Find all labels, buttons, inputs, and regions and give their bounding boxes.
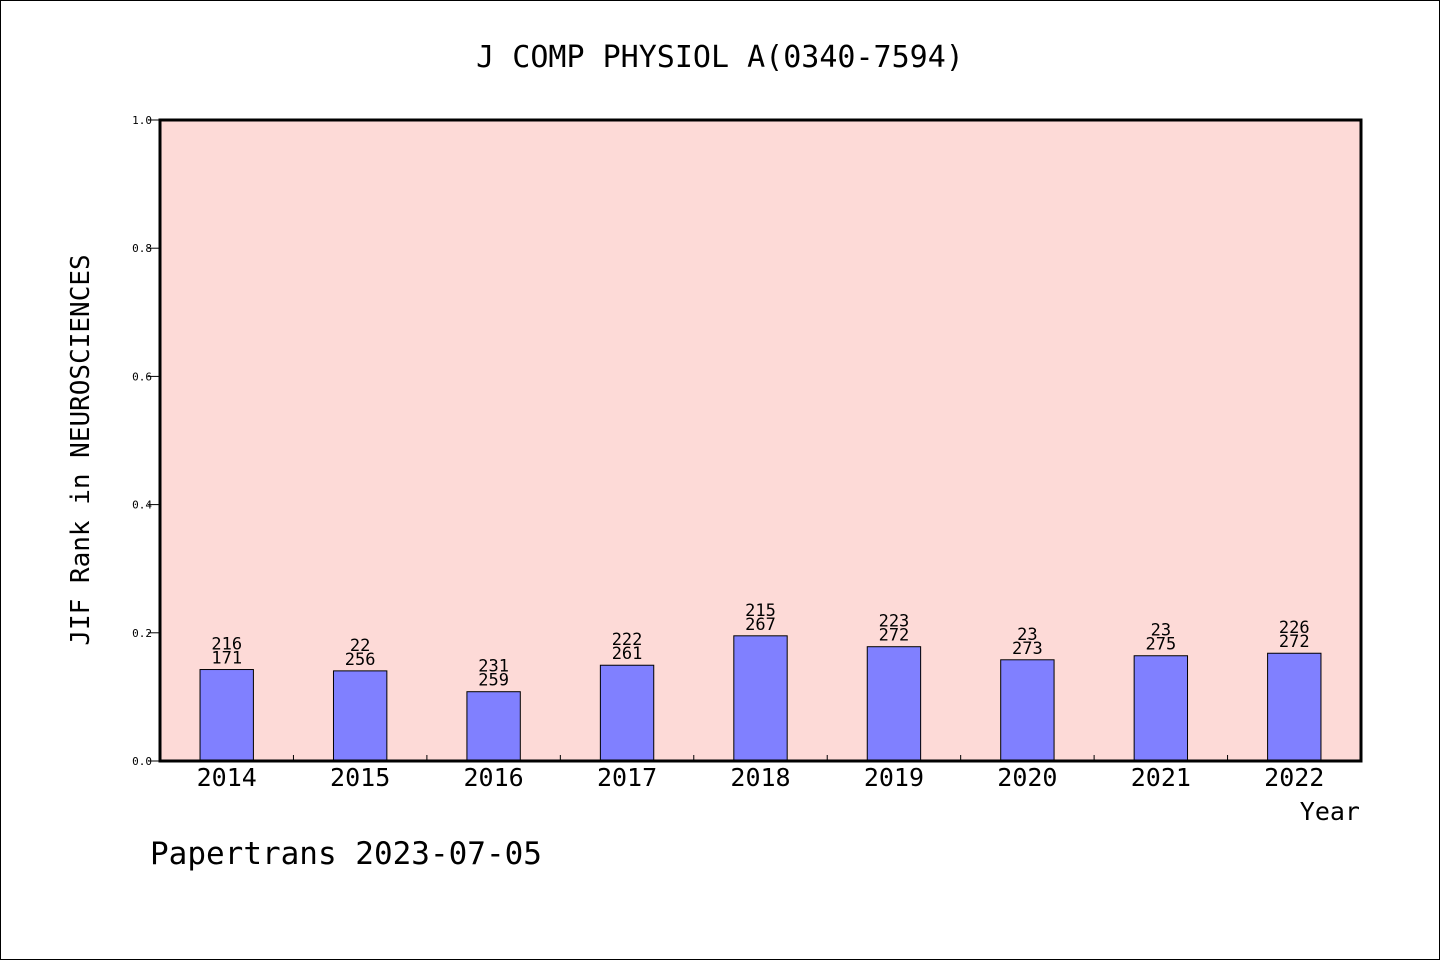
y-tick-label-0.8: 0.8 xyxy=(132,242,152,255)
bar-label-bottom-2020: 273 xyxy=(1012,639,1043,659)
x-tick-label-2017: 2017 xyxy=(597,763,657,792)
y-axis-label: JIF Rank in NEUROSCIENCES xyxy=(66,254,96,645)
bar-label-top-2016: 231 xyxy=(478,657,509,677)
plot-frame xyxy=(158,118,1363,763)
x-axis-ticks: 2014 2015 2016 2017 2018 2019 2020 2021 2022 xyxy=(197,755,1324,792)
bar-2018 xyxy=(733,635,788,762)
x-tick-label-2015: 2015 xyxy=(330,763,390,792)
bar-label-top-2021: 23 xyxy=(1151,621,1171,641)
bar-2021 xyxy=(1133,655,1189,762)
bar-label-bottom-2015: 256 xyxy=(345,650,376,670)
x-tick-label-2022: 2022 xyxy=(1264,763,1324,792)
bar-label-bottom-2016: 259 xyxy=(478,671,509,691)
bar-2019 xyxy=(866,646,922,762)
x-tick-label-2020: 2020 xyxy=(997,763,1057,792)
bar-label-bottom-2014: 171 xyxy=(211,649,242,669)
x-tick-label-2014: 2014 xyxy=(197,763,257,792)
bar-label-top-2014: 216 xyxy=(211,635,242,655)
bar-label-top-2018: 215 xyxy=(745,601,776,621)
bar-label-top-2022: 226 xyxy=(1279,618,1310,638)
bar-label-top-2015: 22 xyxy=(350,636,370,656)
bar-label-bottom-2021: 275 xyxy=(1145,635,1176,655)
x-axis-label: Year xyxy=(1300,797,1360,826)
bar-label-top-2020: 23 xyxy=(1017,625,1037,645)
x-tick-label-2018: 2018 xyxy=(730,763,790,792)
y-tick-label-1.0: 1.0 xyxy=(132,114,152,127)
bar-2016 xyxy=(466,691,521,762)
y-axis-ticks: 0.0 0.2 0.4 0.6 0.8 1.0 xyxy=(132,114,160,768)
x-tick-label-2021: 2021 xyxy=(1131,763,1191,792)
y-tick-label-0.4: 0.4 xyxy=(132,499,152,512)
bar-label-bottom-2018: 267 xyxy=(745,615,776,635)
bar-label-bottom-2017: 261 xyxy=(612,644,643,664)
y-tick-label-0.0: 0.0 xyxy=(132,755,152,768)
x-tick-label-2019: 2019 xyxy=(864,763,924,792)
bar-label-bottom-2022: 272 xyxy=(1279,632,1310,652)
bar-2022 xyxy=(1267,652,1322,762)
y-tick-label-0.6: 0.6 xyxy=(132,370,152,383)
chart-title: J COMP PHYSIOL A(0340-7594) xyxy=(476,40,964,75)
bar-2017 xyxy=(599,664,655,762)
footer-credit: Papertrans 2023-07-05 xyxy=(150,836,542,872)
bar-2014 xyxy=(199,669,254,762)
y-tick-label-0.2: 0.2 xyxy=(132,627,152,640)
bars xyxy=(199,635,1322,762)
bar-2015 xyxy=(332,670,388,762)
bar-label-top-2019: 223 xyxy=(879,612,910,632)
bar-label-top-2017: 222 xyxy=(612,630,643,650)
bar-2020 xyxy=(1000,659,1055,762)
bar-label-bottom-2019: 272 xyxy=(879,626,910,646)
x-tick-label-2016: 2016 xyxy=(464,763,524,792)
